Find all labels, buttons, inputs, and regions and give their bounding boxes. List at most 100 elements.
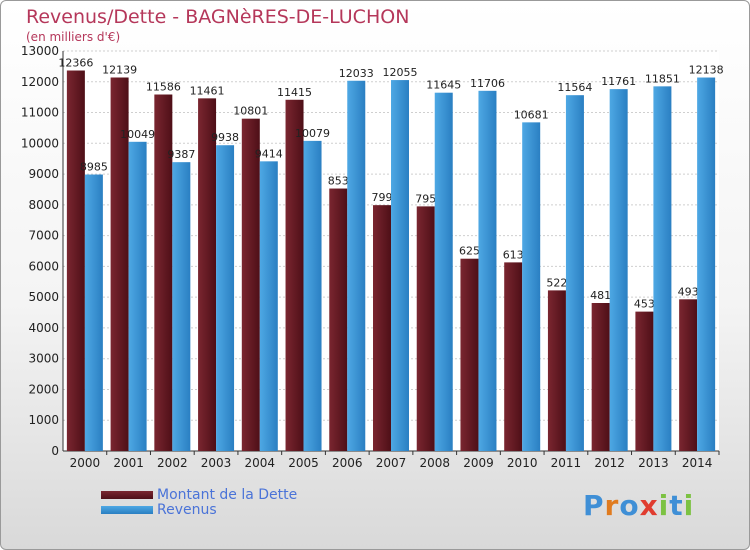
legend-swatch-revenus [101,505,153,514]
dette-data-label: 10801 [233,105,268,118]
x-tick-label: 2005 [288,456,319,470]
x-tick-label: 2006 [332,456,363,470]
x-tick-label: 2009 [463,456,494,470]
revenus-bar [303,140,322,451]
proxiti-logo: Proxiti [583,489,694,522]
x-tick-label: 2001 [113,456,144,470]
y-tick-label: 4000 [28,321,59,335]
dette-data-label: 11415 [277,86,312,99]
y-tick-label: 2000 [28,382,59,396]
legend-swatch-dette [101,490,153,499]
dette-data-label: 453 [634,298,655,311]
dette-bar [285,99,304,452]
x-tick-label: 2003 [201,456,232,470]
dette-bar [460,258,479,451]
dette-bar [66,70,85,451]
x-tick-label: 2010 [507,456,538,470]
dette-data-label: 12139 [102,63,137,76]
legend-label-revenus: Revenus [157,501,217,518]
y-tick-label: 6000 [28,259,59,273]
dette-data-label: 625 [459,245,480,258]
revenus-data-label: 9938 [211,131,239,144]
y-tick-label: 1000 [28,413,59,427]
revenus-data-label: 8985 [80,161,108,174]
logo-letter: i [683,489,695,522]
y-tick-label: 3000 [28,352,59,366]
x-tick-label: 2004 [245,456,276,470]
x-tick-label: 2007 [376,456,407,470]
revenus-bar [216,145,235,451]
dette-bar [547,290,566,451]
x-tick-label: 2014 [682,456,713,470]
revenus-bar [84,174,103,452]
revenus-bar [478,90,497,452]
logo-letter: t [669,489,684,522]
dette-data-label: 795 [415,192,436,205]
revenus-bar [522,122,541,451]
x-tick-label: 2011 [551,456,582,470]
revenus-data-label: 10079 [295,127,330,140]
revenus-bar [391,80,409,452]
revenus-data-label: 9387 [167,148,195,161]
revenus-bar [565,95,584,451]
dette-bar [635,311,654,451]
y-tick-label: 8000 [28,198,59,212]
revenus-data-label: 11564 [557,81,592,94]
dette-bar [504,262,523,451]
revenus-data-label: 10049 [120,128,155,141]
dette-data-label: 853 [328,175,349,188]
dette-bar [198,98,217,451]
revenus-data-label: 12055 [383,66,418,79]
revenus-bar [259,161,278,452]
revenus-data-label: 11645 [426,79,461,92]
y-tick-label: 11000 [21,106,59,120]
revenus-data-label: 11706 [470,77,505,90]
dette-data-label: 613 [503,248,524,261]
revenus-data-label: 11761 [601,75,636,88]
y-tick-label: 7000 [28,229,59,243]
legend-item-dette: Montant de la Dette [101,486,298,503]
revenus-bar [609,89,628,451]
dette-bar [679,299,698,451]
dette-data-label: 11586 [146,81,181,94]
dette-bar [591,303,610,451]
dette-bar [154,94,173,451]
revenus-bar [653,86,672,451]
dette-data-label: 493 [678,285,699,298]
dette-data-label: 11461 [190,84,225,97]
y-tick-label: 5000 [28,290,59,304]
x-tick-label: 2002 [157,456,188,470]
dette-data-label: 799 [372,191,393,204]
revenus-data-label: 10681 [514,108,549,121]
revenus-bar [434,92,453,451]
revenus-data-label: 9414 [255,147,283,160]
y-tick-label: 12000 [21,75,59,89]
revenus-data-label: 12138 [689,64,724,77]
dette-data-label: 522 [546,276,567,289]
logo-letter: r [604,489,620,522]
dette-data-label: 12366 [58,57,93,70]
legend-label-dette: Montant de la Dette [157,486,298,503]
y-tick-label: 9000 [28,167,59,181]
y-tick-label: 10000 [21,136,59,150]
y-tick-label: 13000 [21,44,59,58]
revenus-bar [172,162,191,451]
revenus-bar [128,141,147,452]
x-tick-label: 2013 [638,456,669,470]
logo-letter: o [619,489,640,522]
chart-subtitle: (en milliers d'€) [26,30,121,44]
x-tick-label: 2012 [594,456,625,470]
legend: Montant de la Dette Revenus [101,486,298,518]
revenus-data-label: 12033 [339,67,374,80]
dette-bar [416,206,435,451]
logo-letter: x [639,489,659,522]
logo-letter: P [583,489,605,522]
dette-bar [241,118,260,452]
dette-bar [373,205,391,451]
revenus-data-label: 11851 [645,72,680,85]
dette-bar [110,77,129,451]
dette-data-label: 481 [590,289,611,302]
revenus-bar [697,77,716,452]
